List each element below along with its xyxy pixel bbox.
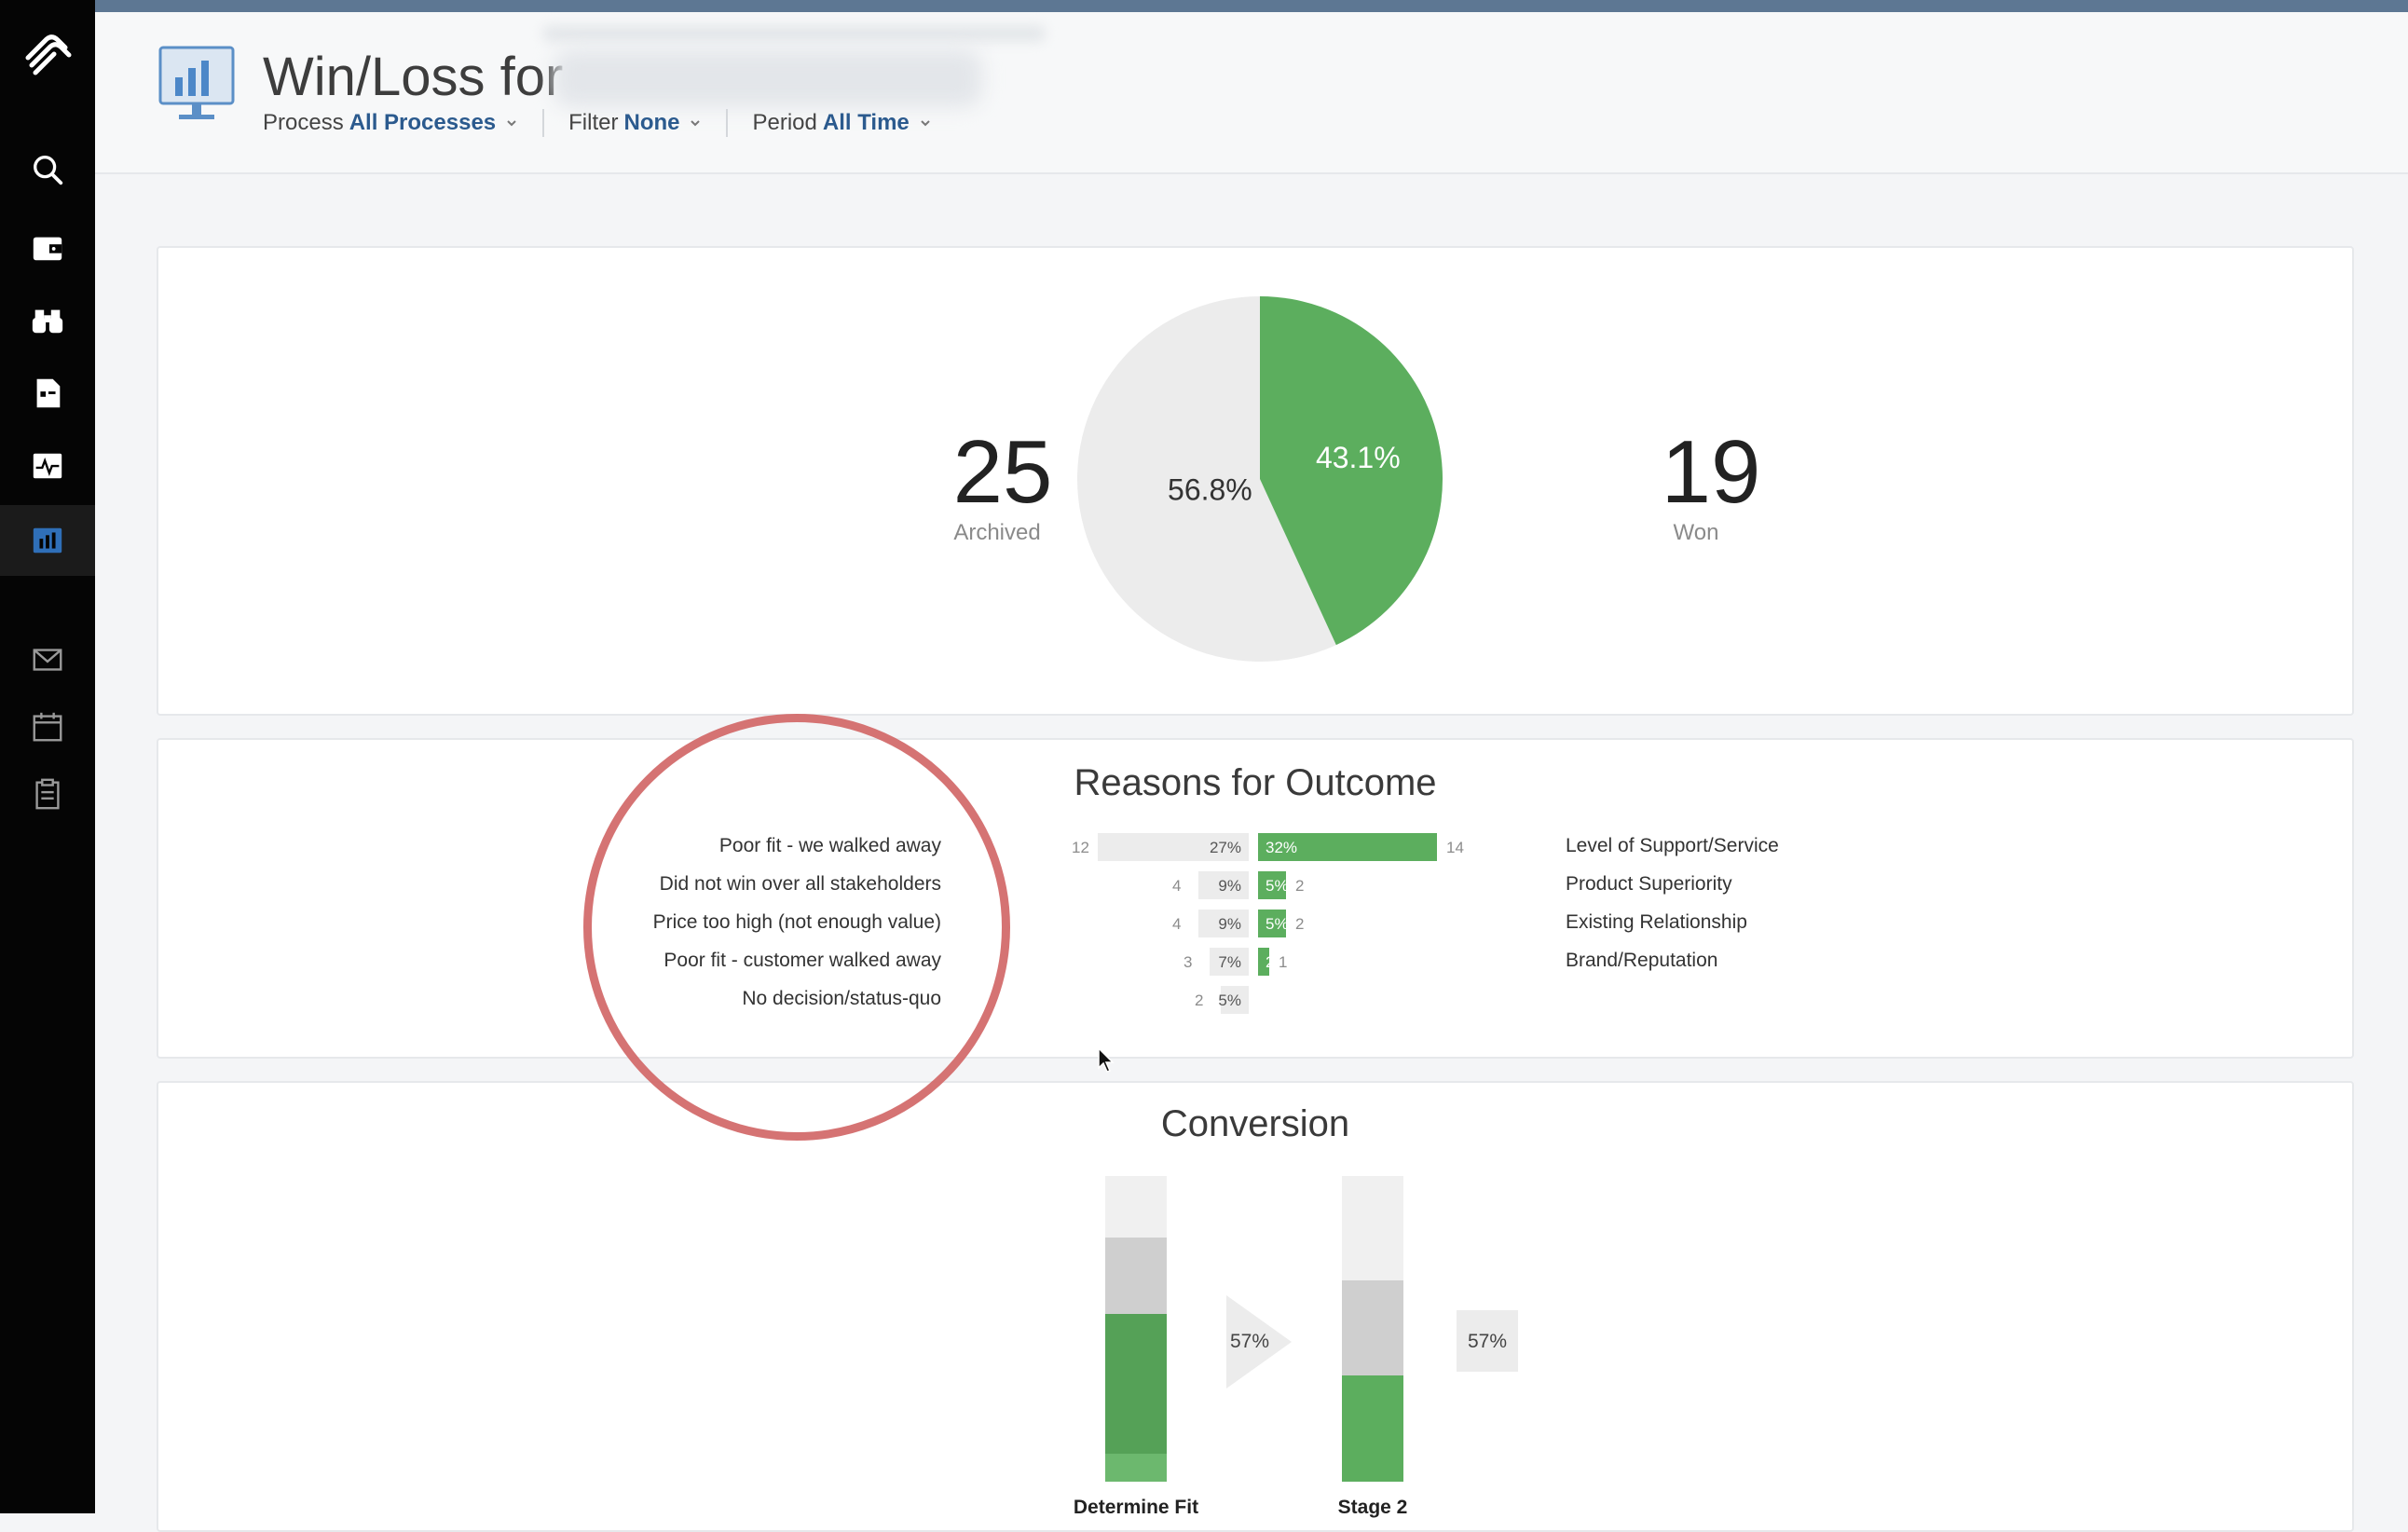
win-reason-bar: 5% [1258,871,1289,899]
win-reason-pct: 2% [1266,953,1289,971]
stage-label: Stage 2 [1337,1497,1408,1518]
chevron-down-icon [507,120,516,127]
wallet-icon[interactable] [0,212,95,283]
win-reason-pct: 5% [1266,877,1289,895]
page-header: Win/Loss for Process All Processes Filte… [95,12,2408,174]
top-accent-line [0,0,2408,12]
win-reason-count: 2 [1295,915,1305,933]
win-reason-pct: 32% [1266,839,1298,856]
win-reason-pct: 5% [1266,915,1289,933]
annotation-circle [583,714,1010,1141]
win-reason-label: Existing Relationship [1566,911,1747,933]
process-filter[interactable]: Process All Processes [263,110,518,136]
win-reason-count: 2 [1295,877,1305,895]
chevron-down-icon [691,120,701,127]
loss-reason-count: 12 [1072,839,1089,856]
calendar-icon[interactable] [0,691,95,762]
loss-reason-count: 4 [1172,877,1182,895]
pie-slice-won [1260,296,1443,646]
loss-reason-bar: 5% [1218,986,1249,1014]
loss-reason-bar: 9% [1198,910,1249,937]
final-conversion-pct: 57% [1468,1331,1508,1352]
win-loss-pie-chart: 56.8% 43.1% [1077,296,1443,662]
win-reason-bar: 32% [1258,833,1437,861]
loss-reason-count: 4 [1172,915,1182,933]
stage-lost-segment [1105,1238,1167,1314]
summary-card: 25 Archived 56.8% 43.1% 19 Won [157,246,2354,716]
loss-reason-pct: 9% [1218,915,1241,933]
loss-reason-bar: 9% [1198,871,1249,899]
reasons-title: Reasons for Outcome [1074,762,1437,803]
logo-icon[interactable] [19,26,78,86]
mouse-cursor-icon [1098,1047,1115,1073]
win-reason-label: Product Superiority [1566,873,1732,895]
stage-label: Determine Fit [1073,1497,1199,1518]
loss-reason-pct: 27% [1209,839,1241,856]
win-reason-label: Level of Support/Service [1566,835,1779,856]
sidebar [0,0,95,1513]
pie-slice-archived [1077,296,1336,662]
reasons-card: Reasons for Outcome Poor fit - we walked… [157,738,2354,1059]
stage-bar-stage-2 [1342,1176,1403,1482]
stage-lost-segment [1342,1280,1403,1375]
stage-won-segment-lower [1105,1454,1167,1482]
loss-reason-pct: 9% [1218,877,1241,895]
won-count: 19 [1661,422,1761,522]
mail-icon[interactable] [0,624,95,695]
chevron-down-icon [921,120,930,127]
win-reason-count: 1 [1279,953,1288,971]
archived-label: Archived [953,520,1041,545]
period-filter[interactable]: Period All Time [752,110,931,136]
win-reason-bar: 5% [1258,910,1289,937]
win-reason-bar: 2% [1258,948,1289,976]
document-icon[interactable] [0,358,95,429]
stage-open-segment [1105,1176,1167,1238]
reports-icon[interactable] [0,505,95,576]
page-title: Win/Loss for [263,47,564,107]
loss-reason-pct: 7% [1218,953,1241,971]
stage-won-segment [1342,1375,1403,1482]
conversion-arrow [1226,1295,1292,1388]
loss-reason-bar: 7% [1210,948,1249,976]
loss-reason-bar: 27% [1098,833,1249,861]
conversion-title: Conversion [1160,1103,1350,1144]
activity-icon[interactable] [0,431,95,501]
stage-won-segment [1105,1314,1167,1454]
monitor-chart-icon [157,42,240,126]
loss-reason-count: 2 [1195,992,1204,1009]
win-reason-label: Brand/Reputation [1566,950,1718,971]
filter-filter[interactable]: Filter None [568,110,702,136]
clipboard-icon[interactable] [0,759,95,829]
stage-bar-determine-fit [1105,1176,1167,1482]
loss-reason-count: 3 [1183,953,1193,971]
final-conversion-box [1457,1310,1518,1372]
won-label: Won [1673,520,1719,545]
stage-open-segment [1342,1176,1403,1280]
step-conversion-pct: 57% [1230,1331,1270,1352]
redacted-name [554,49,982,107]
conversion-card: Conversion 57% 57% Determine Fit Stage 2 [157,1081,2354,1532]
divider [542,109,545,137]
redacted-text [542,25,1046,42]
archived-count: 25 [952,422,1053,522]
divider [726,109,729,137]
search-icon[interactable] [0,134,95,205]
filter-bar: Process All Processes Filter None Period… [263,109,932,137]
pie-label-won: 43.1% [1316,441,1401,474]
loss-reason-pct: 5% [1218,992,1241,1009]
win-reason-count: 14 [1446,839,1464,856]
binoculars-icon[interactable] [0,285,95,356]
pie-label-archived: 56.8% [1168,473,1252,507]
